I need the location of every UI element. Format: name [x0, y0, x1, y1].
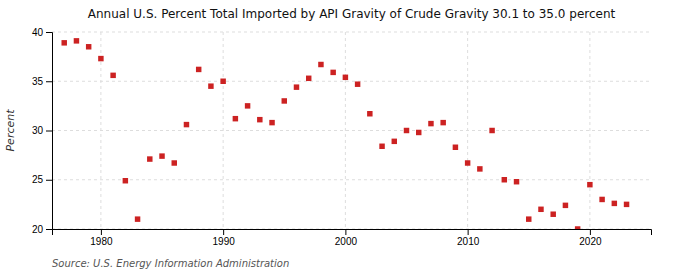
point — [135, 216, 140, 221]
tick: 20 — [32, 224, 52, 235]
point — [599, 197, 604, 202]
grid-line-x — [223, 32, 224, 229]
point — [624, 202, 629, 207]
tick-label: 30 — [32, 125, 44, 136]
point — [318, 62, 323, 67]
tick: 1990 — [213, 229, 236, 247]
point — [61, 40, 66, 45]
point — [330, 70, 335, 75]
point — [110, 73, 115, 78]
point — [233, 116, 238, 121]
tick: 25 — [32, 174, 52, 185]
point — [587, 182, 592, 187]
tick-mark — [101, 229, 102, 235]
point — [489, 128, 494, 133]
point — [453, 145, 458, 150]
point — [196, 67, 201, 72]
axis-line — [53, 230, 652, 236]
tick-mark — [223, 229, 224, 235]
point — [538, 207, 543, 212]
point — [86, 44, 91, 49]
tick-label: 35 — [32, 76, 44, 87]
tick: 1980 — [90, 229, 113, 247]
plot: 198019902000201020202025303540 — [32, 27, 652, 247]
grid-line-x — [467, 32, 468, 229]
point — [184, 122, 189, 127]
tick-mark — [345, 229, 346, 235]
point — [123, 178, 128, 183]
grid-line-y — [52, 32, 651, 33]
point — [220, 79, 225, 84]
tick-label: 25 — [32, 174, 44, 185]
point — [526, 216, 531, 221]
point — [159, 153, 164, 158]
tick-mark — [590, 229, 591, 235]
point — [477, 166, 482, 171]
tick: 30 — [32, 125, 52, 136]
points — [61, 38, 629, 229]
tick-label: 20 — [32, 224, 44, 235]
point — [269, 120, 274, 125]
tick-label: 1980 — [90, 236, 113, 247]
tick-mark — [46, 180, 52, 181]
grid — [52, 32, 651, 229]
tick-label: 2000 — [335, 236, 358, 247]
tick-mark — [468, 229, 469, 235]
point — [514, 179, 519, 184]
point — [306, 76, 311, 81]
point — [282, 98, 287, 103]
point — [428, 121, 433, 126]
point — [98, 56, 103, 61]
point — [465, 160, 470, 165]
tick: 35 — [32, 76, 52, 87]
axis-line — [46, 33, 53, 230]
grid-line-y — [52, 130, 651, 131]
source: Source: U.S. Energy Information Administ… — [52, 258, 289, 269]
tick-mark — [46, 131, 52, 132]
title: Annual U.S. Percent Total Imported by AP… — [88, 7, 616, 21]
tick-mark — [46, 229, 52, 230]
point — [502, 177, 507, 182]
point — [257, 117, 262, 122]
tick-mark — [46, 81, 52, 82]
point — [74, 38, 79, 43]
point — [343, 75, 348, 80]
y-axis-title: Percent — [4, 109, 17, 152]
point — [208, 83, 213, 88]
grid-line-y — [52, 179, 651, 180]
point — [416, 130, 421, 135]
x-axis: 1980 1990 2000 2010 2020 — [53, 229, 652, 247]
grid-line-x — [100, 32, 101, 229]
point — [575, 226, 580, 229]
point — [245, 103, 250, 108]
point — [172, 160, 177, 165]
tick-label: 1990 — [213, 236, 236, 247]
point — [404, 128, 409, 133]
point — [355, 81, 360, 86]
grid-line-x — [345, 32, 346, 229]
point — [612, 201, 617, 206]
point — [379, 144, 384, 149]
tick: 2010 — [457, 229, 480, 247]
tick: 40 — [32, 27, 52, 38]
chart: 198019902000201020202025303540Annual U.S… — [0, 0, 675, 275]
point — [147, 156, 152, 161]
tick: 2000 — [335, 229, 358, 247]
point — [440, 120, 445, 125]
tick-label: 2020 — [579, 236, 602, 247]
point — [550, 211, 555, 216]
tick: 2020 — [579, 229, 602, 247]
tick-label: 40 — [32, 27, 44, 38]
point — [294, 84, 299, 89]
point — [367, 111, 372, 116]
point — [563, 203, 568, 208]
grid-line-y — [52, 81, 651, 82]
y-axis: 20 25 30 35 40 — [32, 27, 53, 235]
point — [392, 139, 397, 144]
tick-label: 2010 — [457, 236, 480, 247]
grid-line-x — [589, 32, 590, 229]
tick-mark — [46, 32, 52, 33]
